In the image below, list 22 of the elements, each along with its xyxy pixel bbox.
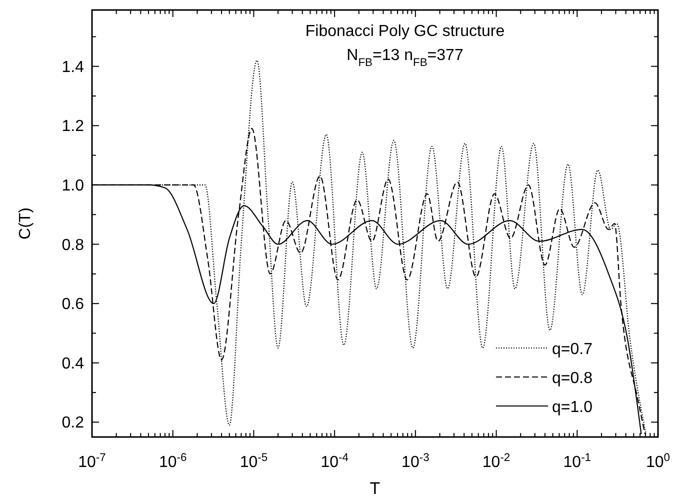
text: Fibonacci Poly GC structure	[305, 23, 505, 40]
y-tick-label: 1.4	[62, 58, 84, 76]
x-axis-title: T	[370, 479, 380, 498]
y-tick-label: 1.0	[62, 177, 84, 194]
y-axis-title: C(T)	[17, 208, 34, 240]
legend-label: q=0.8	[552, 370, 593, 387]
x-tick-label: 10$^{-1}$	[563, 452, 592, 471]
x-tick-label: 10$^{0}$	[646, 452, 670, 471]
x-tick-label: 10$^{-2}$	[482, 452, 510, 471]
y-tick-label: 0.8	[62, 236, 84, 254]
x-tick-label: 10$^{-7}$	[78, 452, 106, 471]
x-tick-label: 10$^{-6}$	[158, 452, 187, 471]
y-tick-label: 0.4	[62, 355, 84, 372]
y-tick-label: 0.2	[62, 414, 84, 432]
text: N$_{FB}$=13 n$_{FB}$=377	[346, 47, 464, 69]
legend-label: q=0.7	[552, 341, 593, 358]
x-tick-label: 10$^{-3}$	[402, 452, 430, 471]
legend-label: q=1.0	[552, 399, 593, 416]
y-tick-label: 1.2	[62, 118, 84, 136]
y-tick-label: 0.6	[62, 296, 84, 314]
x-tick-label: 10$^{-5}$	[240, 452, 268, 471]
x-tick-label: 10$^{-4}$	[320, 452, 348, 471]
